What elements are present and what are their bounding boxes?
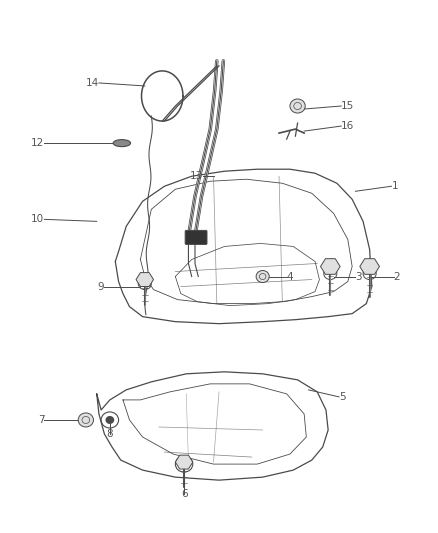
Polygon shape (136, 272, 153, 287)
Text: 10: 10 (31, 214, 44, 224)
Text: 1: 1 (392, 181, 398, 191)
Text: 16: 16 (341, 121, 354, 131)
Text: 8: 8 (106, 429, 113, 439)
Text: 6: 6 (181, 489, 187, 499)
Text: 11: 11 (185, 231, 198, 241)
Text: 13: 13 (189, 171, 203, 181)
Polygon shape (360, 259, 379, 274)
Circle shape (256, 271, 269, 282)
Polygon shape (321, 259, 340, 274)
FancyBboxPatch shape (185, 230, 207, 245)
Text: 2: 2 (394, 271, 400, 281)
Text: 9: 9 (98, 281, 104, 292)
Text: 3: 3 (356, 271, 362, 281)
Polygon shape (175, 455, 193, 469)
Circle shape (78, 413, 93, 427)
Text: 15: 15 (341, 101, 354, 111)
Text: 5: 5 (339, 392, 346, 402)
Circle shape (290, 99, 305, 113)
Text: 4: 4 (287, 271, 293, 281)
Text: 7: 7 (38, 415, 44, 425)
Text: 12: 12 (31, 138, 44, 148)
Ellipse shape (113, 140, 131, 147)
Text: 14: 14 (86, 78, 99, 88)
Circle shape (106, 416, 114, 424)
